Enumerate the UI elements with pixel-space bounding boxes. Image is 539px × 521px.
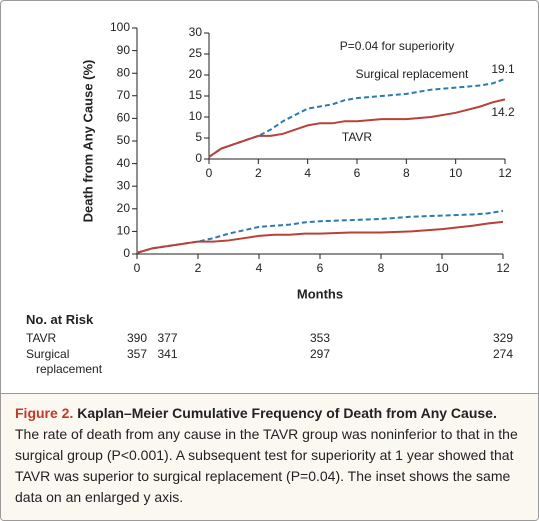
y-tick-label: 30 [189,25,203,39]
x-tick-label: 10 [449,166,463,180]
x-tick-label: 0 [134,261,141,275]
series-line [208,77,506,158]
caption: Figure 2. Kaplan–Meier Cumulative Freque… [1,393,538,520]
caption-title: Kaplan–Meier Cumulative Frequency of Dea… [77,405,497,421]
y-tick-label: 90 [117,43,131,57]
x-tick-label: 2 [255,166,262,180]
at-risk-value: 377 [157,331,178,345]
x-tick-label: 6 [354,166,361,180]
y-tick-label: 20 [189,67,203,81]
y-tick-label: 40 [117,156,131,170]
annotation: P=0.04 for superiority [340,39,454,53]
x-tick-label: 6 [317,261,324,275]
y-tick-label: 25 [189,46,203,60]
y-tick-label: 0 [195,151,202,165]
end-value-label: 14.2 [491,105,515,119]
y-tick-label: 60 [117,111,131,125]
y-tick-label: 10 [117,224,131,238]
series-line [208,98,506,158]
y-tick-label: 10 [189,109,203,123]
x-tick-label: 0 [206,166,213,180]
at-risk-value: 357 [126,347,148,361]
x-tick-label: 8 [378,261,385,275]
at-risk-value: 353 [309,331,331,345]
series-label: Surgical replacement [356,67,469,81]
at-risk-value: 297 [309,347,331,361]
y-tick-label: 100 [110,20,130,34]
at-risk-value: 390 [126,331,148,345]
series-line [136,220,504,254]
at-risk-label: TAVR [26,331,57,345]
caption-label: Figure 2. [15,405,74,421]
x-tick-label: 4 [304,166,311,180]
series-line [136,209,504,254]
x-tick-label: 4 [256,261,263,275]
x-tick-label: 2 [195,261,202,275]
x-axis-title: Months [297,286,343,301]
y-tick-label: 50 [117,133,131,147]
y-tick-label: 80 [117,65,131,79]
y-tick-label: 20 [117,201,131,215]
y-tick-label: 70 [117,88,131,102]
x-tick-label: 10 [435,261,449,275]
caption-body: The rate of death from any cause in the … [15,426,518,505]
y-tick-label: 0 [123,246,130,260]
at-risk-label: Surgical replacement [26,347,103,376]
end-value-label: 19.1 [491,62,515,76]
y-tick-label: 30 [117,178,131,192]
x-tick-label: 8 [403,166,410,180]
at-risk-value: 329 [492,331,514,345]
x-tick-label: 12 [496,261,510,275]
x-tick-label: 12 [498,166,512,180]
series-label: TAVR [342,130,373,144]
at-risk-value: 274 [492,347,514,361]
at-risk-value: 341 [157,347,178,361]
y-axis-title: Death from Any Cause (%) [80,60,95,223]
at-risk-title: No. at Risk [26,312,94,327]
y-tick-label: 5 [195,130,202,144]
y-tick-label: 15 [189,88,203,102]
